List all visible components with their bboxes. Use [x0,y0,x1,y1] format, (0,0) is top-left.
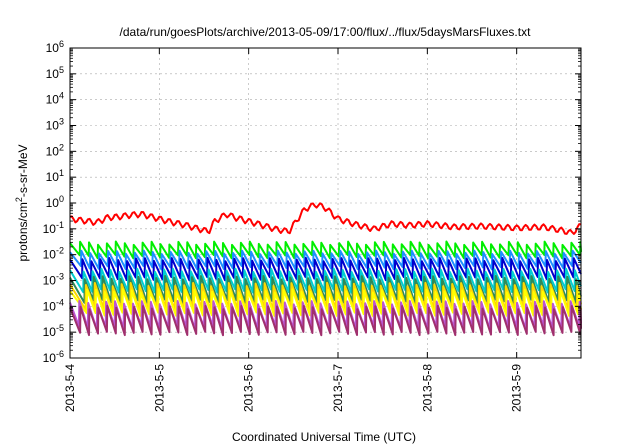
y-tick-label: 10-3 [43,272,64,288]
y-axis-label-suffix: -s-sr-MeV [16,144,30,197]
series-line [69,240,582,260]
x-axis: 2013-5-4 2013-5-5 2013-5-6 2013-5-7 2013-5-8… [63,48,524,412]
x-tick-label: 2013-5-5 [152,364,166,412]
series-line [69,275,582,304]
series-line [69,304,582,337]
y-tick-label: 106 [46,39,64,55]
chart-title: /data/run/goesPlots/archive/2013-05-09/1… [120,25,532,39]
series-line [69,256,582,282]
x-tick-label: 2013-5-8 [420,364,434,412]
y-tick-label: 10-2 [43,246,64,262]
series-line [69,300,582,331]
x-axis-label: Coordinated Universal Time (UTC) [232,430,416,444]
y-tick-label: 10-6 [43,349,64,365]
series-line [69,281,582,312]
y-tick-label: 10-4 [43,297,64,313]
y-tick-label: 104 [46,91,64,107]
series-line [69,202,582,235]
series-layer [69,202,582,337]
x-tick-label: 2013-5-7 [331,364,345,412]
x-tick-label: 2013-5-9 [510,364,524,412]
y-tick-label: 10-1 [43,220,64,236]
x-tick-label: 2013-5-4 [63,364,77,412]
series-line [69,267,582,294]
y-axis: 10-6 10-5 10-4 10-3 10-2 10-1 100 101 102 103 104 1… [43,39,581,365]
y-tick-label: 102 [46,142,64,158]
y-axis-label: protons/cm2-s-sr-MeV [14,144,30,261]
y-tick-label: 100 [46,194,64,210]
y-tick-label: 105 [46,65,64,81]
y-tick-label: 10-5 [43,323,64,339]
series-line [69,249,582,271]
y-tick-label: 103 [46,117,64,133]
series-line [69,288,582,317]
grid [70,48,581,358]
y-tick-label: 101 [46,168,64,184]
y-axis-label-superscript: 2 [14,197,24,202]
y-axis-label-prefix: protons/cm [16,202,30,261]
x-tick-label: 2013-5-6 [242,364,256,412]
